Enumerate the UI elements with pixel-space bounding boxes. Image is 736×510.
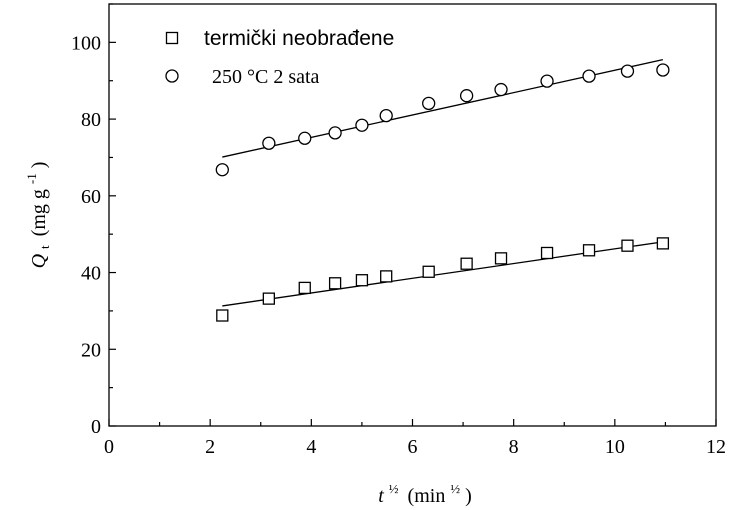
x-tick-label: 8 [509,436,519,458]
legend-label-1: termički neobrađene [204,27,394,50]
x-tick-label: 6 [408,436,418,458]
x-tick-label: 4 [306,436,316,458]
square-point [540,246,554,260]
square-point [355,274,369,287]
x-axis-unit-sup: ½ [450,481,460,496]
x-axis-label: t ½ (min ½ ) [378,476,472,507]
x-tick-label: 12 [706,436,726,458]
circle-point [656,63,670,77]
fit-lines [222,58,664,307]
square-point [298,281,311,295]
tick-labels: 0 2 4 6 8 10 12 0 20 40 60 80 100 [71,32,726,458]
circle-point [540,74,554,88]
circle-point [582,69,596,83]
circle-point [298,131,312,145]
tick-marks [108,3,717,427]
y-axis-label: Q t (mg g -1 ) [19,162,54,269]
x-axis-close: ) [465,485,472,507]
square-point [460,257,473,270]
square-point [582,244,596,257]
circle-point [262,136,276,150]
legend-marker-2 [165,69,179,83]
y-axis-var: Q [28,253,50,268]
y-tick-label: 100 [71,32,101,54]
square-point [422,265,435,278]
circle-point [215,163,229,177]
square-point [380,270,393,283]
circle-point [422,96,436,111]
y-axis-close: ) [28,162,50,169]
y-tick-label: 20 [81,339,101,361]
circle-point [328,126,342,140]
x-tick-label: 0 [104,436,114,458]
legend: termički neobrađene 250 °C 2 sata [165,27,394,88]
x-tick-label: 10 [605,436,625,458]
y-tick-label: 80 [81,109,101,131]
circle-point [379,108,393,123]
x-axis-unit: (min [408,485,446,507]
square-point [656,237,670,250]
data-markers [215,63,670,322]
y-tick-label: 60 [81,186,101,208]
y-axis-unit: (mg g [28,189,50,236]
circle-point [459,89,474,103]
square-point [216,309,229,322]
circle-point [494,82,508,97]
square-point [262,292,275,305]
x-tick-label: 2 [205,436,215,458]
legend-marker-1 [165,31,179,45]
square-point [328,277,342,290]
x-axis-var: t [378,485,384,507]
square-point [494,252,508,265]
fit-line-series-1 [222,241,663,307]
circle-point [355,118,369,132]
y-tick-label: 0 [91,416,101,438]
legend-label-2: 250 °C 2 sata [212,66,320,88]
square-point [621,239,634,252]
circle-point [620,64,635,78]
y-tick-label: 40 [81,263,101,285]
y-axis-var-sub: t [37,245,52,249]
x-axis-var-sup: ½ [389,481,399,496]
y-axis-unit-sup: -1 [24,173,39,184]
